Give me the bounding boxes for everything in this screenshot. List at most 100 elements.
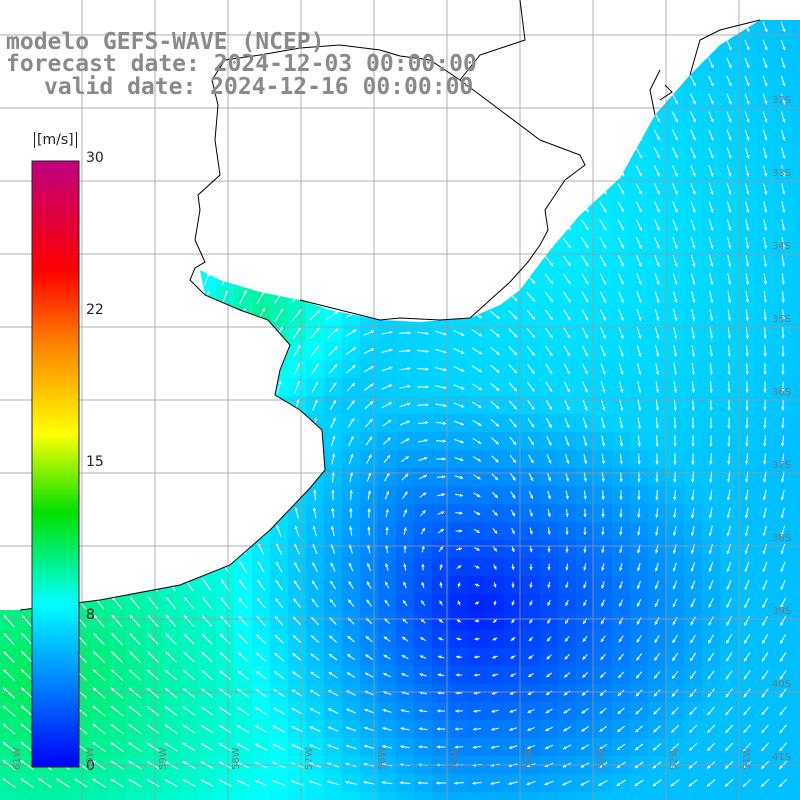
wind-arrow-head (400, 709, 405, 713)
wind-arrow-head (220, 615, 224, 620)
wind-arrow-head (545, 727, 549, 731)
wind-arrow-head (584, 388, 588, 393)
wind-arrow-head (424, 438, 428, 443)
lon-label: 58W (231, 747, 242, 770)
wind-arrow-head (746, 155, 750, 159)
wind-arrow-head (328, 653, 333, 658)
wind-arrow-head (580, 782, 585, 786)
wind-arrow-head (565, 495, 569, 500)
wind-arrow-head (584, 442, 588, 447)
wind-arrow-head (313, 489, 317, 493)
wind-arrow-head (726, 514, 731, 519)
wind-arrow-head (404, 473, 409, 478)
wind-arrow-head (477, 422, 482, 426)
wind-arrow-head (670, 765, 675, 769)
wind-arrow-head (780, 586, 784, 590)
wind-arrow-head (708, 621, 712, 626)
wind-arrow-head (762, 532, 766, 537)
wind-arrow-head (365, 636, 370, 640)
wind-arrow-head (254, 761, 259, 765)
wind-arrow-head (762, 658, 766, 662)
wind-arrow-head (510, 655, 514, 659)
wind-arrow-head (491, 709, 495, 713)
wind-arrow-head (495, 458, 499, 463)
wind-arrow-head (728, 209, 732, 213)
wind-arrow-head (513, 333, 518, 338)
wind-arrow-head (782, 100, 786, 105)
wind-arrow-head (691, 479, 695, 483)
wind-arrow-head (692, 100, 696, 105)
wind-arrow-head (147, 633, 152, 637)
wind-arrow-head (635, 692, 640, 697)
wind-arrow-head (744, 604, 748, 608)
wind-arrow-head (674, 245, 678, 249)
wind-arrow-head (710, 100, 714, 105)
wind-arrow-head (655, 425, 659, 429)
wind-arrow-head (764, 155, 768, 159)
wind-arrow-head (619, 567, 623, 571)
wind-arrow-head (636, 656, 640, 661)
wind-arrow-head (496, 315, 500, 319)
wind-arrow-head (762, 622, 766, 626)
wind-arrow-head (385, 508, 389, 513)
wind-arrow-head (332, 400, 336, 404)
wind-arrow-head (292, 671, 296, 675)
wind-arrow-head (274, 671, 278, 675)
wind-arrow-head (655, 496, 659, 501)
wind-arrow-head (290, 780, 295, 784)
wind-arrow-head (563, 710, 568, 714)
wind-arrow-head (425, 331, 429, 336)
wind-arrow-head (585, 226, 589, 231)
wind-arrow-head (128, 706, 133, 710)
wind-arrow-head (567, 280, 571, 285)
wind-arrow-head (529, 548, 533, 553)
wind-arrow-head (764, 137, 768, 141)
wind-arrow-head (165, 669, 169, 674)
wind-arrow-head (764, 64, 768, 69)
wind-arrow-head (146, 706, 151, 710)
wind-arrow-head (2, 760, 7, 764)
wind-arrow-head (460, 404, 465, 408)
wind-arrow-head (407, 331, 411, 335)
wind-arrow-head (746, 173, 750, 177)
wind-arrow-head (455, 709, 459, 713)
wind-arrow-head (220, 579, 225, 583)
wind-arrow-head (598, 782, 603, 786)
wind-arrow-head (478, 404, 482, 408)
wind-arrow-head (563, 692, 568, 696)
wind-arrow-head (780, 658, 784, 662)
wind-arrow-head (691, 425, 695, 429)
wind-arrow-head (474, 619, 478, 623)
wind-arrow-head (617, 746, 621, 750)
wind-arrow-head (148, 597, 152, 601)
wind-arrow-head (672, 585, 676, 590)
wind-arrow-head (656, 190, 660, 195)
wind-arrow-head (294, 562, 298, 566)
wind-arrow-head (456, 655, 460, 659)
wind-arrow-head (673, 371, 678, 375)
wind-arrow-head (691, 335, 696, 339)
wind-arrow-head (527, 727, 531, 731)
wind-arrow-head (493, 602, 497, 606)
wind-arrow-head (292, 635, 297, 639)
wind-arrow-head (403, 509, 407, 513)
wind-arrow-head (616, 764, 621, 768)
wind-arrow-head (763, 353, 767, 357)
wind-arrow-head (620, 226, 624, 231)
wind-arrow-head (420, 618, 425, 623)
wind-arrow-head (334, 346, 338, 350)
wind-arrow-head (655, 389, 660, 393)
lon-label: 54W (523, 747, 534, 770)
wind-arrow-head (327, 744, 331, 748)
wind-arrow-head (726, 657, 730, 662)
wind-arrow-head (780, 550, 784, 555)
wind-arrow-head (707, 747, 711, 751)
wind-arrow-head (146, 761, 151, 765)
wind-arrow-head (128, 724, 133, 728)
wind-arrow-head (728, 173, 732, 177)
wind-arrow-head (349, 526, 353, 530)
wind-arrow-head (509, 709, 513, 713)
wind-arrow-head (206, 290, 210, 294)
wind-arrow-head (347, 654, 351, 658)
wind-arrow-head (297, 362, 301, 367)
